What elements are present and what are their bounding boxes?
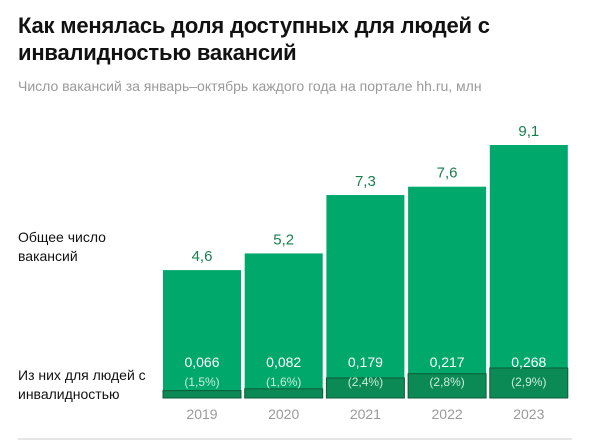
value-label-disabled-2020: 0,082 [266, 354, 301, 370]
row-label-total: Общее число вакансий [18, 229, 106, 264]
value-label-disabled-2019: 0,066 [184, 354, 219, 370]
share-label-disabled-2019: (1,5%) [184, 375, 219, 389]
value-label-total-2022: 7,6 [437, 165, 458, 182]
bar-disabled-2021 [325, 377, 405, 399]
bar-total-2020 [244, 253, 323, 398]
value-label-disabled-2023: 0,268 [511, 354, 546, 370]
chart-subtitle: Число вакансий за январь–октябрь каждого… [18, 78, 482, 94]
bar-total-2023 [489, 145, 568, 398]
x-tick-label-2023: 2023 [513, 406, 544, 422]
bar-disabled-2020 [244, 388, 324, 399]
x-tick-label-2019: 2019 [186, 406, 217, 422]
bar-disabled-2019 [162, 390, 242, 399]
x-tick-label-2022: 2022 [432, 406, 463, 422]
bar-total-2021 [326, 195, 405, 398]
value-label-total-2020: 5,2 [273, 231, 294, 248]
x-tick-label-2021: 2021 [350, 406, 381, 422]
bottom-divider [18, 438, 572, 440]
chart-title: Как менялась доля доступных для людей с … [18, 13, 490, 65]
row-label-disabled: Из них для людей с инвалидностью [18, 367, 146, 402]
x-tick-label-2020: 2020 [268, 406, 299, 422]
share-label-disabled-2022: (2,8%) [429, 375, 464, 389]
value-label-total-2019: 4,6 [192, 248, 213, 265]
share-label-disabled-2023: (2,9%) [511, 375, 546, 389]
bar-total-2022 [408, 186, 487, 398]
value-label-disabled-2021: 0,179 [348, 354, 383, 370]
share-label-disabled-2021: (2,4%) [348, 375, 383, 389]
bar-disabled-2023 [489, 367, 569, 399]
bar-disabled-2022 [407, 373, 487, 399]
value-label-total-2023: 9,1 [518, 123, 539, 140]
share-label-disabled-2020: (1,6%) [266, 375, 301, 389]
value-label-disabled-2022: 0,217 [430, 354, 465, 370]
bar-total-2019 [163, 270, 241, 398]
value-label-total-2021: 7,3 [355, 173, 376, 190]
